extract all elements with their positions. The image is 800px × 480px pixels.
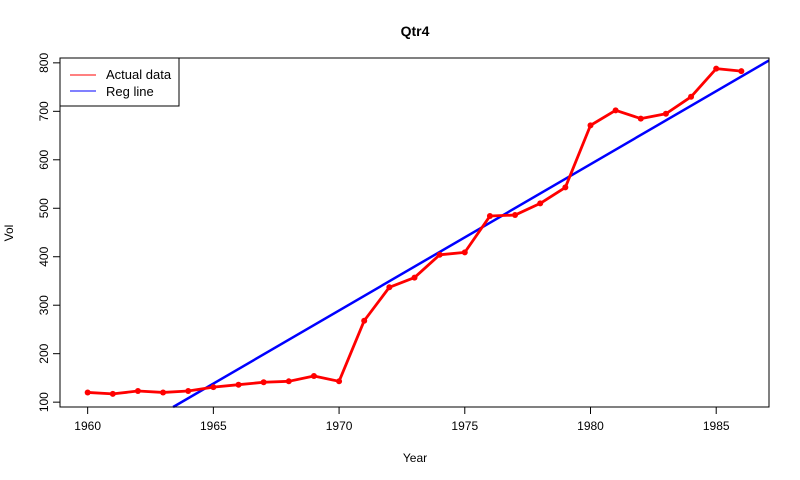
y-tick-label: 200 (37, 343, 51, 363)
y-tick-label: 600 (37, 149, 51, 169)
actual-data-point (713, 65, 720, 72)
legend-box (59, 57, 180, 107)
actual-data-point (109, 390, 116, 397)
actual-data-point (260, 379, 267, 386)
actual-data-point (84, 389, 91, 396)
x-tick-label: 1985 (703, 419, 730, 433)
x-tick-label: 1980 (577, 419, 604, 433)
plot-border (59, 57, 770, 408)
actual-data-point (461, 249, 468, 256)
actual-data-point (587, 122, 594, 129)
y-tick-label: 100 (37, 392, 51, 412)
legend: Actual data Reg line (59, 57, 180, 107)
actual-data-point (562, 184, 569, 191)
actual-data-point (235, 381, 242, 388)
reg-line-series (172, 59, 770, 409)
actual-data-point (361, 317, 368, 324)
x-tick-label: 1970 (326, 419, 353, 433)
chart-title: Qtr4 (401, 23, 430, 39)
actual-data-point (537, 200, 544, 207)
actual-data-point (486, 213, 493, 220)
x-tick-label: 1975 (451, 419, 478, 433)
actual-data-point (134, 388, 141, 395)
y-tick-label: 700 (37, 101, 51, 121)
actual-data-point (310, 372, 317, 379)
y-axis: 100 200 300 400 500 600 700 800 (37, 53, 61, 412)
actual-data-point (185, 388, 192, 395)
actual-data-point (210, 384, 217, 391)
y-tick-label: 500 (37, 198, 51, 218)
actual-data-point (637, 115, 644, 122)
actual-data-point (688, 93, 695, 100)
x-tick-label: 1960 (74, 419, 101, 433)
actual-data-point (738, 68, 745, 75)
y-axis-label: Vol (2, 225, 16, 242)
x-tick-label: 1965 (200, 419, 227, 433)
actual-data-point (436, 251, 443, 258)
y-tick-label: 300 (37, 295, 51, 315)
actual-data-point (285, 378, 292, 385)
actual-data-point (512, 212, 519, 219)
actual-data-point (662, 110, 669, 117)
y-tick-label: 800 (37, 53, 51, 73)
legend-reg-line-label: Reg line (106, 84, 154, 99)
actual-data-point (612, 107, 619, 114)
y-tick-label: 400 (37, 246, 51, 266)
actual-data-point (160, 389, 167, 396)
plot-area (84, 59, 770, 409)
actual-data-point (336, 378, 343, 385)
x-axis: 1960 1965 1970 1975 1980 1985 (74, 406, 730, 433)
actual-data-point (411, 274, 418, 281)
legend-actual-data-label: Actual data (106, 67, 172, 82)
actual-data-point (386, 284, 393, 291)
x-axis-label: Year (403, 451, 427, 465)
